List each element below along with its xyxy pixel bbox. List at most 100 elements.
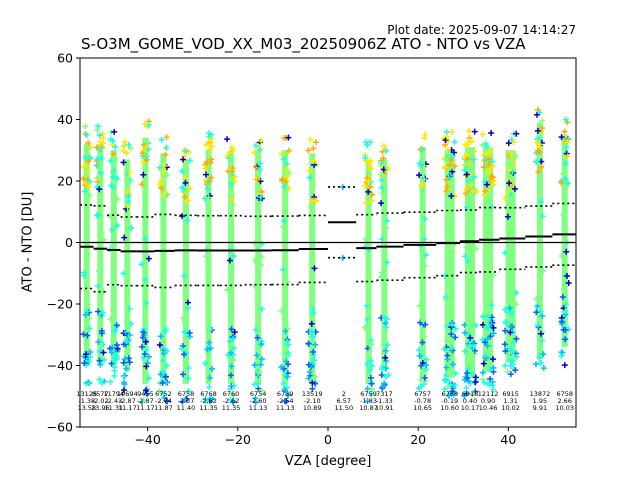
scatter-point	[481, 191, 488, 198]
scatter-point	[139, 328, 146, 335]
bin-std-label: 10.65	[413, 404, 432, 412]
scatter-point	[251, 257, 258, 264]
scatter-point	[502, 327, 509, 334]
scatter-point	[160, 233, 167, 240]
scatter-point	[181, 194, 188, 201]
scatter-point	[563, 248, 570, 255]
scatter-point	[484, 380, 491, 387]
plot-content	[80, 106, 572, 406]
scatter-point	[285, 134, 292, 141]
scatter-point	[466, 138, 473, 145]
scatter-point	[364, 398, 371, 405]
scatter-point	[484, 342, 491, 349]
scatter-point	[486, 167, 493, 174]
scatter-point	[442, 137, 449, 143]
scatter-point	[140, 159, 147, 166]
vza-bin-13	[361, 138, 376, 405]
dense-core	[182, 159, 189, 384]
scatter-point	[483, 365, 490, 372]
vza-bin-11	[305, 136, 320, 392]
scatter-point	[185, 299, 192, 306]
scatter-point	[364, 316, 371, 323]
scatter-point	[539, 125, 546, 132]
scatter-point	[368, 197, 375, 204]
scatter-point	[203, 159, 210, 166]
scatter-point	[513, 353, 520, 360]
scatter-point	[185, 148, 192, 155]
scatter-point	[565, 279, 572, 286]
scatter-point	[203, 141, 210, 148]
y-tick-label: 0	[65, 235, 73, 250]
scatter-point	[160, 214, 167, 221]
scatter-point	[178, 345, 185, 352]
scatter-point	[139, 150, 146, 157]
scatter-point	[258, 254, 265, 261]
scatter-point	[365, 350, 372, 357]
scatter-point	[94, 162, 101, 169]
scatter-point	[285, 361, 292, 368]
scatter-point	[179, 213, 186, 220]
scatter-point	[84, 308, 91, 315]
scatter-point	[383, 217, 390, 224]
scatter-point	[310, 145, 317, 152]
scatter-point	[107, 316, 114, 323]
scatter-point	[482, 339, 489, 346]
scatter-point	[157, 371, 164, 378]
bin-count-label: 6757	[414, 390, 431, 398]
scatter-point	[310, 374, 317, 381]
bin-count-label: 11794	[103, 390, 124, 398]
scatter-point	[143, 143, 150, 150]
scatter-point	[381, 315, 388, 322]
scatter-point	[473, 245, 480, 252]
dense-core	[255, 150, 262, 384]
scatter-point	[283, 178, 290, 185]
scatter-point	[181, 319, 188, 326]
scatter-point	[309, 321, 316, 328]
dense-core	[205, 150, 212, 384]
scatter-point	[278, 364, 285, 371]
scatter-point	[208, 156, 215, 163]
dense-core	[465, 147, 476, 378]
scatter-point	[378, 371, 385, 378]
scatter-point	[485, 271, 492, 278]
scatter-point	[87, 144, 94, 151]
scatter-point	[285, 185, 292, 192]
scatter-point	[227, 396, 234, 403]
scatter-point	[479, 141, 486, 148]
scatter-point	[443, 187, 450, 194]
bin-std-label: 11.87	[154, 404, 173, 412]
scatter-point	[484, 335, 491, 342]
scatter-point	[442, 142, 449, 149]
scatter-point	[202, 165, 209, 172]
scatter-point	[111, 367, 118, 374]
scatter-point	[444, 352, 451, 359]
scatter-point	[124, 345, 131, 352]
bin-mean-label: -1.83	[360, 397, 377, 405]
scatter-point	[473, 322, 480, 329]
scatter-point	[363, 199, 370, 206]
scatter-point	[160, 168, 167, 175]
scatter-point	[420, 317, 427, 324]
scatter-point	[365, 309, 372, 316]
vza-bin-14	[377, 142, 392, 391]
scatter-point	[186, 329, 193, 336]
scatter-point	[532, 361, 539, 368]
bin-mean-label: 1.95	[533, 397, 547, 405]
scatter-point	[228, 181, 235, 188]
scatter-point	[185, 304, 192, 311]
bin-std-label: 10.46	[479, 404, 498, 412]
vza-bin-17	[461, 127, 480, 399]
scatter-point	[539, 313, 546, 320]
scatter-point	[422, 377, 429, 384]
bin-std-label: 11.13	[249, 404, 268, 412]
dense-core	[97, 144, 104, 366]
scatter-point	[207, 159, 214, 166]
bin-count-label: 6760	[441, 390, 458, 398]
scatter-point	[449, 388, 456, 395]
scatter-point	[86, 192, 93, 199]
scatter-point	[368, 358, 375, 365]
scatter-point	[533, 295, 540, 302]
scatter-point	[307, 136, 314, 143]
scatter-point	[306, 174, 313, 181]
scatter-point	[462, 190, 469, 197]
